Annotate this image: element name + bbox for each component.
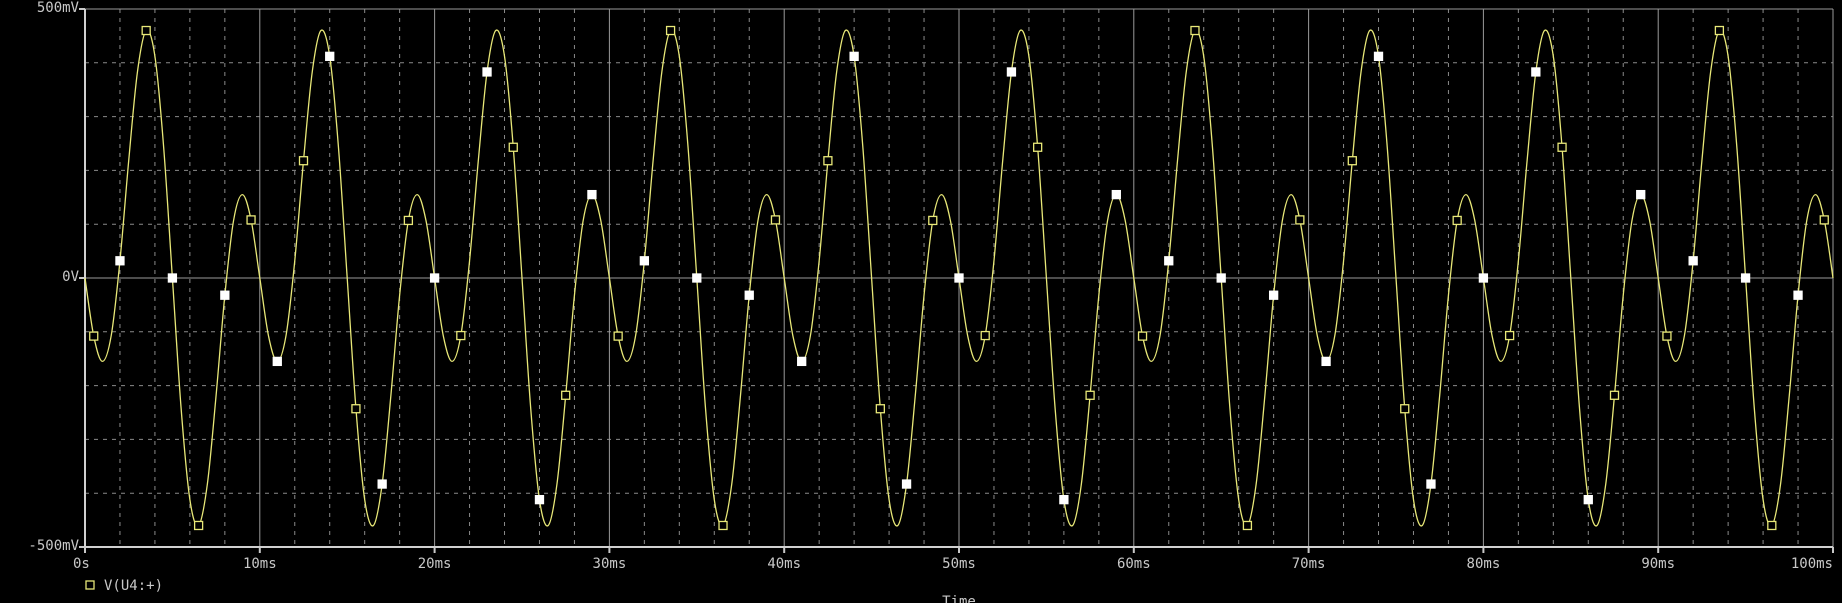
trace-marker <box>1111 189 1121 200</box>
trace-marker <box>1295 215 1305 225</box>
x-tick-label: 20ms <box>418 556 452 572</box>
trace-marker <box>1137 331 1148 341</box>
trace-marker <box>298 156 309 166</box>
trace-marker <box>1242 520 1253 531</box>
trace-marker <box>1373 51 1384 61</box>
trace-marker <box>1636 189 1646 200</box>
trace-marker <box>665 25 676 36</box>
trace-marker <box>1478 273 1489 283</box>
trace-marker <box>167 273 178 283</box>
trace-marker <box>403 215 414 226</box>
trace-marker <box>954 273 964 283</box>
x-tick-label: 60ms <box>1117 556 1151 572</box>
trace-marker <box>718 520 728 531</box>
x-tick-label: 30ms <box>593 556 627 572</box>
trace-marker <box>613 331 623 341</box>
trace-marker <box>587 189 597 200</box>
trace-marker <box>1268 290 1279 300</box>
trace-marker <box>1740 273 1751 283</box>
trace-marker <box>1452 215 1462 226</box>
trace-marker <box>1347 156 1357 166</box>
trace-marker <box>1164 256 1174 266</box>
trace-marker <box>1033 142 1043 152</box>
trace-marker <box>1609 390 1620 400</box>
trace-marker <box>1767 520 1777 531</box>
trace-marker <box>534 495 545 505</box>
trace-marker <box>639 256 650 266</box>
trace-marker <box>1400 404 1410 414</box>
trace-marker <box>875 404 885 414</box>
trace-marker <box>1583 495 1593 505</box>
trace-marker <box>770 215 781 225</box>
trace-marker <box>456 330 466 341</box>
trace-marker <box>849 51 859 61</box>
trace-marker <box>1006 67 1017 77</box>
y-tick-label: 500mV <box>37 0 80 16</box>
trace-marker <box>1504 330 1515 341</box>
trace-marker <box>508 142 518 152</box>
trace-marker <box>980 330 990 341</box>
trace-marker <box>901 479 912 489</box>
legend-marker <box>85 580 95 590</box>
trace-marker <box>429 273 440 283</box>
x-tick-label: 70ms <box>1292 556 1326 572</box>
trace-marker <box>1059 495 1069 505</box>
x-tick-label: 10ms <box>243 556 277 572</box>
trace-marker <box>351 404 361 414</box>
x-tick-label: 50ms <box>942 556 976 572</box>
x-axis-label: Time <box>942 594 976 603</box>
trace-marker <box>797 356 807 367</box>
trace-marker <box>246 215 256 225</box>
trace-marker <box>193 520 204 531</box>
trace-marker <box>1531 67 1541 77</box>
trace-marker <box>744 290 754 300</box>
trace-marker <box>89 331 99 341</box>
y-tick-label: -500mV <box>28 538 79 554</box>
trace-marker <box>1557 142 1567 152</box>
trace-marker <box>220 290 230 300</box>
trace-marker <box>377 479 387 489</box>
x-tick-label: 0s <box>73 556 90 572</box>
trace-marker <box>141 25 151 36</box>
legend-label: V(U4:+) <box>104 578 163 594</box>
trace-marker <box>1819 215 1829 225</box>
trace-marker <box>325 51 335 61</box>
trace-marker <box>1426 479 1436 489</box>
y-tick-label: 0V <box>62 269 79 285</box>
trace-marker <box>1190 25 1200 36</box>
x-tick-label: 90ms <box>1641 556 1675 572</box>
x-tick-label: 80ms <box>1467 556 1501 572</box>
trace-marker <box>482 67 492 77</box>
trace-marker <box>1688 256 1698 266</box>
trace-marker <box>1714 25 1725 36</box>
x-tick-label: 40ms <box>767 556 801 572</box>
trace-marker <box>272 356 282 367</box>
trace-marker <box>928 215 938 226</box>
trace-marker <box>561 390 571 400</box>
trace-marker <box>1793 290 1803 300</box>
trace-marker <box>692 273 702 283</box>
trace-marker <box>1662 331 1672 341</box>
trace-marker <box>823 156 833 166</box>
trace-marker <box>1321 356 1331 367</box>
trace-marker <box>1216 273 1226 283</box>
trace-marker <box>1085 390 1095 400</box>
trace-marker <box>115 256 125 266</box>
x-tick-label: 100ms <box>1791 556 1833 572</box>
